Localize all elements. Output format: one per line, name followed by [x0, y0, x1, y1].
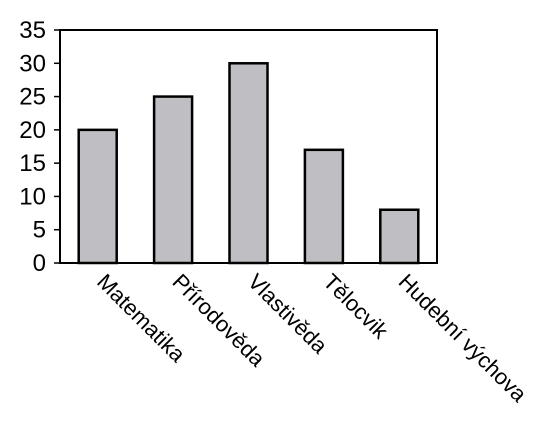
y-tick-label: 0: [33, 250, 46, 277]
y-tick-label: 5: [33, 217, 46, 244]
bar-5: [379, 208, 420, 265]
bar-2: [152, 95, 194, 265]
y-tick-label: 30: [19, 50, 46, 77]
bar-3: [228, 62, 269, 265]
bars: [77, 62, 420, 265]
y-tick-label: 15: [19, 150, 46, 177]
x-category-label: Hudební výchova: [394, 269, 532, 407]
y-tick-label: 25: [19, 84, 46, 111]
bar-1: [77, 128, 118, 265]
bar-4: [303, 148, 345, 265]
y-tick-label: 10: [19, 183, 46, 210]
plot-frame: [59, 29, 438, 264]
y-tick-label: 35: [19, 17, 46, 44]
x-category-label: Tělocvik: [318, 269, 393, 344]
y-tick-label: 20: [19, 117, 46, 144]
plot-border: [59, 29, 438, 264]
y-axis-ticks: 0 5 10 15 20 25 30 35: [19, 17, 60, 277]
